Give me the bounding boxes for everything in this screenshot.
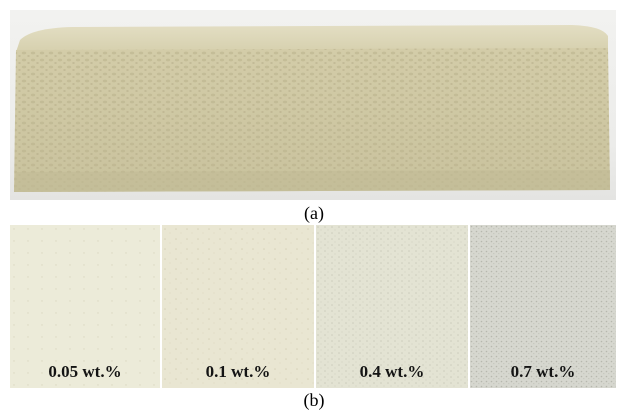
sample-label-4: 0.7 wt.% [510, 362, 576, 381]
sample-panel-1: 0.05 wt.% [10, 225, 160, 388]
sample-label-1: 0.05 wt.% [48, 362, 122, 381]
texture-4 [470, 225, 616, 388]
caption-a: (a) [304, 203, 324, 223]
sample-panels: 0.05 wt.% 0.1 wt.% 0.4 wt.% [10, 225, 616, 388]
texture-3 [316, 225, 468, 388]
sample-label-2: 0.1 wt.% [205, 362, 271, 381]
sample-panel-4: 0.7 wt.% [470, 225, 616, 388]
texture-2 [162, 225, 314, 388]
texture-1 [10, 225, 160, 388]
foam-block [14, 25, 610, 192]
foam-block-photo [10, 10, 616, 200]
sample-panel-2: 0.1 wt.% [162, 225, 314, 388]
sample-panel-3: 0.4 wt.% [316, 225, 468, 388]
caption-b: (b) [303, 390, 325, 410]
sample-label-3: 0.4 wt.% [359, 362, 425, 381]
